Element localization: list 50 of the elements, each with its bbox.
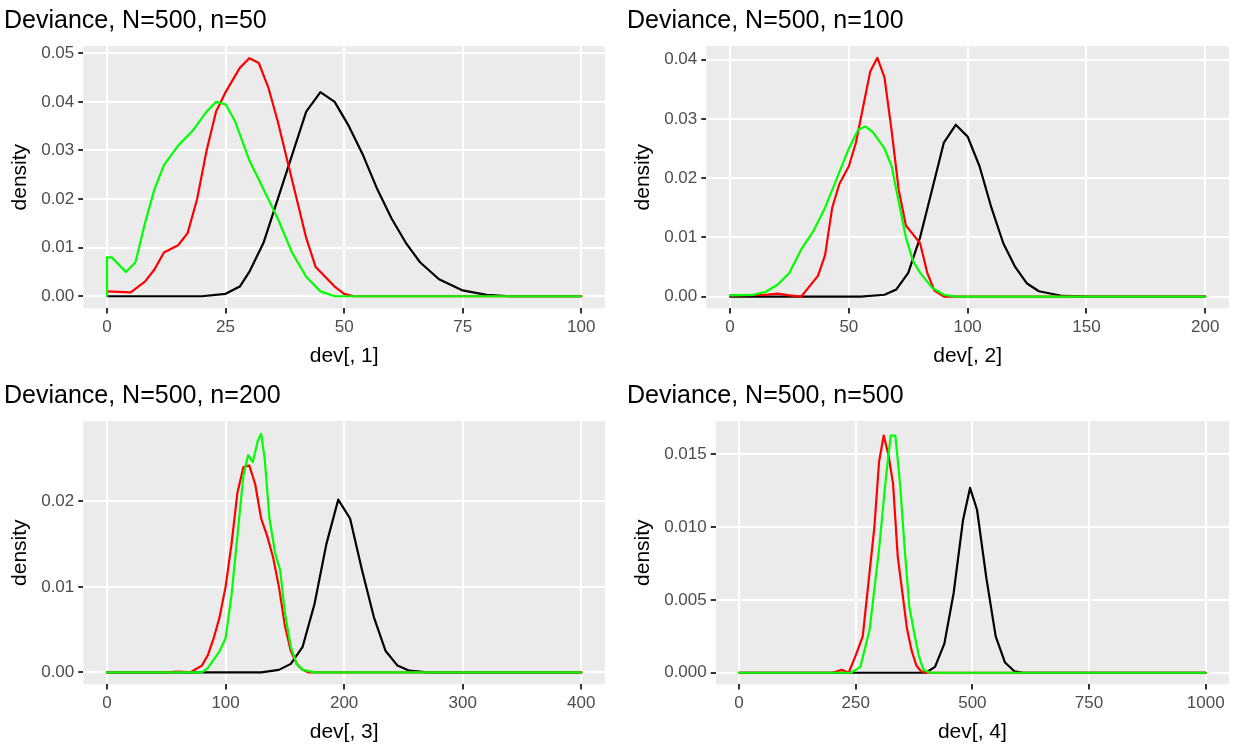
y-tick-label: 0.00 <box>41 662 75 682</box>
y-tick-label: 0.03 <box>41 140 75 160</box>
x-tick-label: 0 <box>734 693 744 713</box>
chart-title: Deviance, N=500, n=500 <box>627 379 904 408</box>
x-tick-label: 200 <box>1191 317 1220 337</box>
x-tick-label: 1000 <box>1186 693 1225 713</box>
y-tick-label: 0.00 <box>664 286 698 306</box>
x-tick-label: 100 <box>953 317 982 337</box>
x-tick-label: 200 <box>329 693 359 713</box>
y-tick-label: 0.03 <box>664 108 698 128</box>
y-tick-label: 0.01 <box>41 237 75 257</box>
chart-title: Deviance, N=500, n=50 <box>4 4 267 33</box>
x-axis-title: dev[, 3] <box>309 719 379 743</box>
y-axis-title: density <box>7 518 31 586</box>
x-tick-label: 50 <box>334 317 354 337</box>
x-tick-label: 250 <box>841 693 870 713</box>
y-tick-label: 0.05 <box>41 42 75 62</box>
x-tick-label: 100 <box>211 693 240 713</box>
y-tick-label: 0.000 <box>664 662 707 682</box>
x-tick-label: 100 <box>567 317 596 337</box>
y-axis-title: density <box>630 143 654 211</box>
x-tick-label: 150 <box>1072 317 1101 337</box>
x-axis-title: dev[, 4] <box>937 719 1007 743</box>
x-tick-label: 400 <box>567 693 596 713</box>
y-tick-label: 0.015 <box>664 444 707 464</box>
chart-title: Deviance, N=500, n=100 <box>627 4 904 33</box>
y-tick-label: 0.04 <box>41 91 75 111</box>
x-tick-label: 500 <box>958 693 987 713</box>
y-axis-title: density <box>630 518 654 586</box>
y-tick-label: 0.01 <box>664 227 698 247</box>
x-tick-label: 0 <box>102 317 112 337</box>
x-axis-title: dev[, 1] <box>309 343 379 367</box>
x-tick-label: 750 <box>1074 693 1104 713</box>
chart-title: Deviance, N=500, n=200 <box>4 379 281 408</box>
x-tick-label: 25 <box>216 317 236 337</box>
y-tick-label: 0.010 <box>664 516 707 536</box>
x-tick-label: 50 <box>839 317 859 337</box>
y-tick-label: 0.04 <box>664 49 698 69</box>
x-axis-title: dev[, 2] <box>933 343 1003 367</box>
y-tick-label: 0.01 <box>41 576 75 596</box>
y-tick-label: 0.02 <box>41 491 75 511</box>
y-axis-title: density <box>7 143 31 211</box>
x-tick-label: 75 <box>453 317 473 337</box>
x-tick-label: 0 <box>725 317 735 337</box>
x-tick-label: 0 <box>102 693 112 713</box>
x-tick-label: 300 <box>448 693 477 713</box>
y-tick-label: 0.02 <box>664 167 698 187</box>
y-tick-label: 0.005 <box>664 589 707 609</box>
y-tick-label: 0.00 <box>41 285 75 305</box>
y-tick-label: 0.02 <box>41 188 75 208</box>
